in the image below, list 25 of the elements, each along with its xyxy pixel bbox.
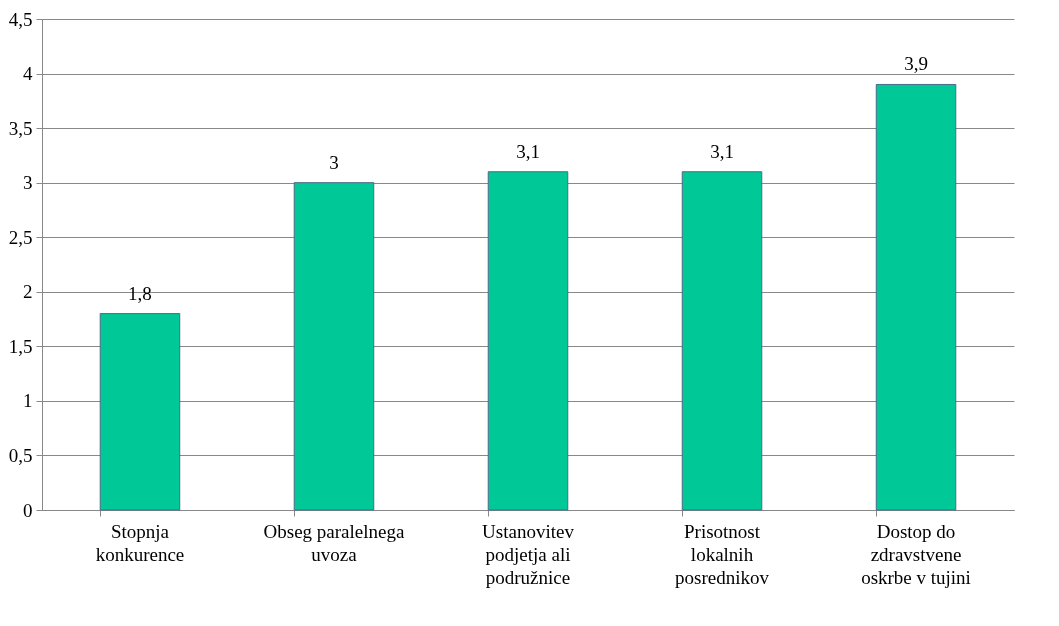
bar [875, 83, 957, 511]
y-tick-label: 3 [23, 172, 33, 194]
data-label: 1,8 [128, 282, 152, 304]
bar [681, 171, 763, 511]
data-label: 3,1 [516, 140, 540, 162]
y-tick-label: 2,5 [8, 226, 33, 248]
data-label: 3 [329, 151, 339, 173]
x-tick-label: Ustanovitev podjetja ali podružnice [482, 520, 575, 588]
x-tick-label: Stopnja konkurence [95, 520, 185, 565]
y-tick-label: 4,5 [8, 8, 33, 30]
bar [293, 182, 375, 511]
bar [487, 171, 569, 511]
data-label: 3,1 [710, 140, 734, 162]
y-tick-label: 0 [23, 499, 33, 521]
y-tick-label: 1 [23, 390, 33, 412]
x-tick-label: Obseg paralelnega uvoza [263, 520, 405, 565]
bar [99, 313, 181, 511]
x-tick-label: Prisotnost lokalnih posrednikov [675, 520, 770, 588]
y-tick-label: 4 [23, 63, 33, 85]
data-label: 3,9 [904, 53, 928, 75]
y-tick-label: 3,5 [8, 117, 33, 139]
y-tick-label: 2 [23, 281, 33, 303]
y-tick-label: 0,5 [8, 444, 33, 466]
x-tick-label: Dostop do zdravstvene oskrbe v tujini [861, 520, 971, 588]
y-tick-label: 1,5 [8, 335, 33, 357]
